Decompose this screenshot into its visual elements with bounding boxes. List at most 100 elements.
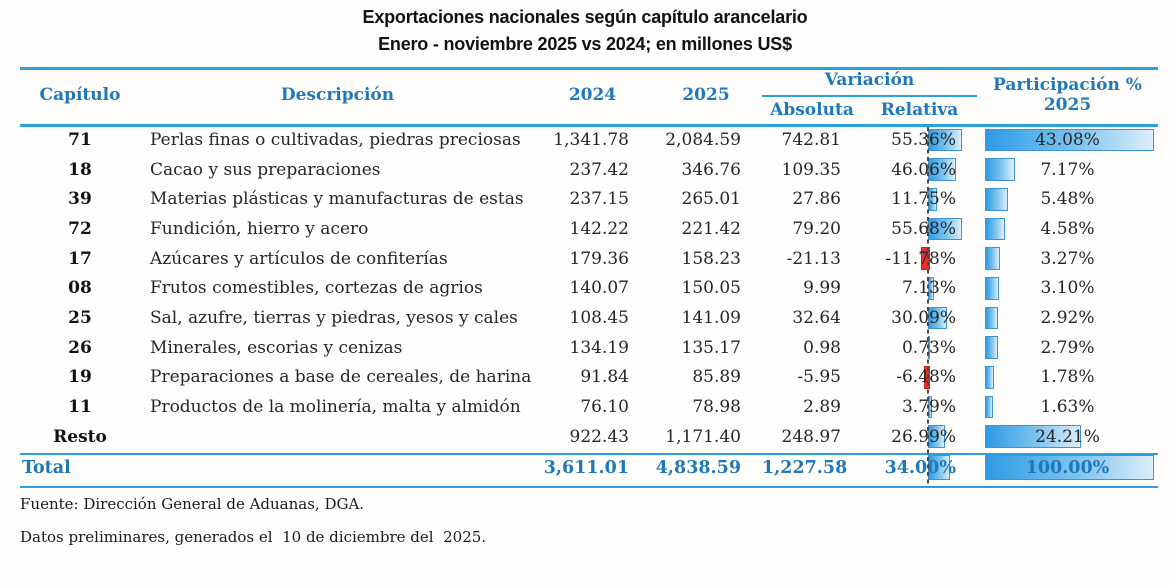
table-row: 39 Materias plásticas y manufacturas de e… [20, 184, 1158, 214]
cell-relativa: 0.73% [862, 333, 977, 363]
cell-absoluta: 27.86 [792, 189, 841, 210]
cell-participacion: 3.10% [977, 273, 1158, 303]
participacion-value: 7.17% [1040, 159, 1095, 180]
cell-2024: 140.07 [569, 278, 629, 299]
cell-absoluta: 1,227.58 [762, 457, 848, 478]
cell-2025: 141.09 [681, 307, 741, 328]
col-header-variacion: Variación [762, 67, 977, 97]
cell-participacion: 7.17% [977, 155, 1158, 185]
relativa-value: 34.00% [884, 457, 956, 478]
cell-total-label: Total [22, 457, 71, 478]
cell-2024: 108.45 [569, 307, 629, 328]
cell-2024: 237.15 [569, 189, 629, 210]
cell-capitulo: 39 [68, 189, 92, 210]
cell-descripcion: Minerales, escorias y cenizas [150, 337, 403, 358]
cell-2024: 134.19 [569, 337, 629, 358]
cell-relativa: 7.13% [862, 273, 977, 303]
col-header-capitulo: Capítulo [39, 85, 121, 106]
participacion-databar [985, 158, 1015, 181]
cell-2024: 76.10 [580, 397, 629, 418]
cell-relativa: -11.78% [862, 244, 977, 274]
table-row: 08 Frutos comestibles, cortezas de agrios… [20, 273, 1158, 303]
cell-capitulo: 19 [68, 367, 92, 388]
cell-2025: 150.05 [681, 278, 741, 299]
cell-relativa: 11.75% [862, 184, 977, 214]
participacion-value: 43.08% [1035, 129, 1100, 150]
table-row: 17 Azúcares y artículos de confiterías 179… [20, 244, 1158, 274]
table-rule-top [20, 67, 1158, 70]
relativa-value: -11.78% [885, 248, 956, 269]
participacion-value: 3.10% [1040, 278, 1095, 299]
total-row: Total 3,611.01 4,838.59 1,227.58 34.00% 100.0… [20, 452, 1158, 484]
footnote-source: Fuente: Dirección General de Aduanas, DG… [20, 495, 365, 513]
relativa-value: 11.75% [891, 189, 956, 210]
cell-2025: 2,084.59 [665, 129, 741, 150]
relativa-databar-positive [928, 336, 931, 359]
table-row: 71 Perlas finas o cultivadas, piedras pre… [20, 125, 1158, 155]
participacion-databar [985, 217, 1005, 241]
cell-descripcion: Sal, azufre, tierras y piedras, yesos y … [150, 307, 518, 328]
cell-participacion: 2.92% [977, 303, 1158, 333]
participacion-databar [985, 336, 998, 359]
cell-descripcion: Preparaciones a base de cereales, de har… [150, 367, 532, 388]
cell-descripcion: Materias plásticas y manufacturas de est… [150, 189, 524, 210]
participacion-databar [985, 425, 1081, 449]
participacion-value: 100.00% [1025, 457, 1110, 478]
col-header-participacion-line1: Participación % [993, 75, 1142, 96]
cell-2025: 78.98 [692, 397, 741, 418]
relativa-value: 30.09% [891, 307, 956, 328]
cell-relativa: -6.48% [862, 363, 977, 393]
relativa-databar-negative [921, 247, 930, 270]
cell-2025: 1,171.40 [665, 426, 741, 447]
table-row: 19 Preparaciones a base de cereales, de h… [20, 363, 1158, 393]
cell-capitulo: 25 [68, 307, 92, 328]
col-header-2024: 2024 [568, 85, 617, 106]
cell-2024: 179.36 [569, 248, 629, 269]
participacion-value: 4.58% [1040, 218, 1095, 239]
participacion-value: 5.48% [1040, 189, 1095, 210]
relativa-value: 46.06% [891, 159, 956, 180]
relativa-value: -6.48% [896, 367, 956, 387]
cell-2024: 91.84 [580, 367, 629, 388]
relativa-value: 55.68% [891, 218, 956, 239]
cell-participacion: 43.08% [977, 125, 1158, 155]
cell-absoluta: 32.64 [792, 307, 841, 328]
cell-absoluta: 742.81 [781, 129, 841, 150]
cell-relativa: 34.00% [862, 452, 977, 484]
participacion-value: 24.21% [1035, 426, 1100, 447]
table-row: 11 Productos de la molinería, malta y alm… [20, 392, 1158, 422]
table-row: 25 Sal, azufre, tierras y piedras, yesos … [20, 303, 1158, 333]
participacion-databar [985, 128, 1154, 152]
cell-2024: 237.42 [569, 159, 629, 180]
cell-absoluta: 79.20 [792, 218, 841, 239]
cell-capitulo: 71 [68, 129, 92, 150]
cell-descripcion: Azúcares y artículos de confiterías [150, 248, 448, 269]
cell-relativa: 46.06% [862, 155, 977, 185]
cell-descripcion: Cacao y sus preparaciones [150, 159, 381, 180]
col-header-descripcion: Descripción [280, 85, 395, 106]
participacion-value: 3.27% [1040, 248, 1095, 269]
report-subtitle: Enero - noviembre 2025 vs 2024; en millo… [378, 34, 792, 54]
participacion-databar [985, 395, 994, 419]
col-header-absoluta: Absoluta [770, 100, 854, 121]
cell-participacion: 2.79% [977, 333, 1158, 363]
cell-descripcion: Fundición, hierro y acero [150, 218, 369, 239]
cell-2024: 3,611.01 [543, 457, 629, 478]
participacion-value: 1.63% [1040, 397, 1095, 418]
table-rule-bottom [20, 485, 1158, 488]
cell-capitulo: Resto [53, 426, 107, 447]
cell-participacion: 24.21% [977, 422, 1158, 452]
participacion-databar [985, 187, 1009, 211]
cell-2025: 346.76 [681, 159, 741, 180]
cell-2025: 265.01 [681, 189, 741, 210]
cell-2024: 1,341.78 [553, 129, 629, 150]
cell-capitulo: 17 [68, 248, 92, 269]
cell-participacion: 3.27% [977, 244, 1158, 274]
cell-absoluta: 0.98 [803, 337, 841, 358]
table-row: Resto 922.43 1,171.40 248.97 26.99% 24.21% [20, 422, 1158, 452]
footnote-note: Datos preliminares, generados el 10 de d… [20, 528, 487, 546]
cell-absoluta: 109.35 [781, 159, 841, 180]
cell-2025: 135.17 [681, 337, 741, 358]
report-title: Exportaciones nacionales según capítulo … [362, 7, 808, 27]
